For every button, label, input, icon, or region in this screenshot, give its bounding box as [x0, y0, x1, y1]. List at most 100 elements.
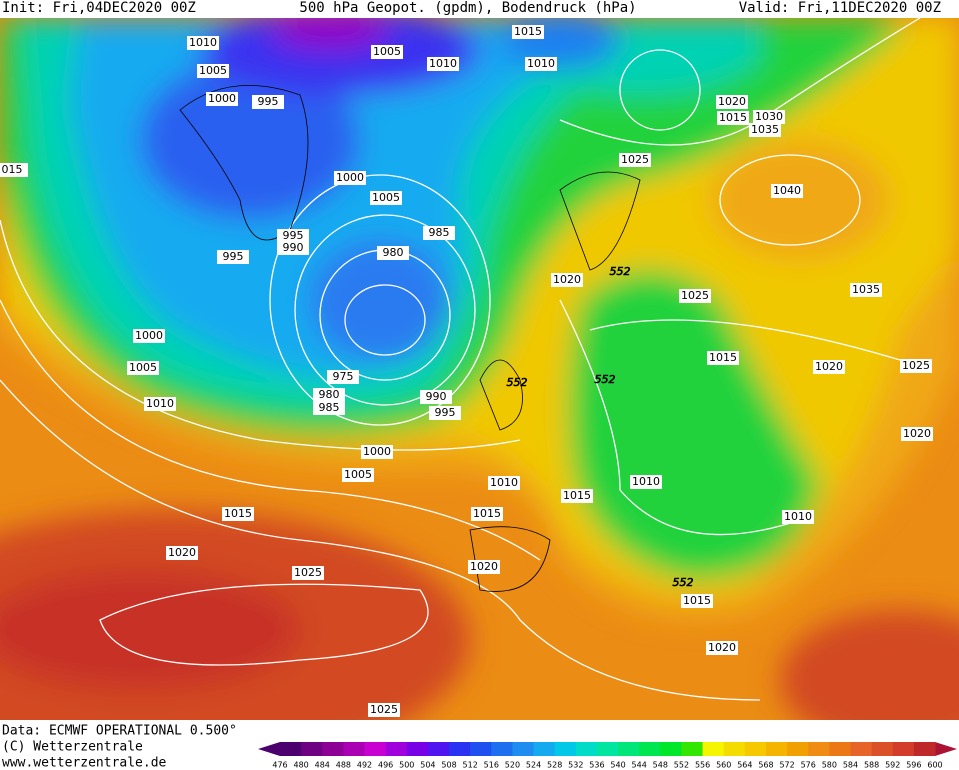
colorbar-cell [596, 742, 619, 756]
isobar-label-bg [427, 57, 459, 71]
isobar-label: 015 [2, 163, 23, 176]
isobar-label: 1010 [490, 476, 518, 489]
colorbar-label: 548 [653, 761, 668, 770]
colorbar-label: 504 [420, 761, 435, 770]
isobar-label: 1025 [294, 566, 322, 579]
isobar-label: 1025 [681, 289, 709, 302]
url: www.wetterzentrale.de [2, 756, 167, 770]
colorbar-label: 544 [632, 761, 647, 770]
isobar-label-bg [706, 641, 738, 655]
init-label: Init: Fri,04DEC2020 00Z [2, 0, 196, 16]
isobar-label-bg [901, 427, 933, 441]
isobar-label: 1025 [621, 153, 649, 166]
isobar-label-bg [753, 110, 785, 124]
isobar-label: 1000 [363, 445, 391, 458]
isobar-label: 1025 [902, 359, 930, 372]
data-source: Data: ECMWF OPERATIONAL 0.500° [2, 724, 237, 739]
colorbar-label: 480 [293, 761, 308, 770]
isobar-label: 995 [258, 95, 279, 108]
colorbar-cell [892, 742, 915, 756]
isobar-label-bg [313, 401, 345, 415]
isobar-label-bg [277, 229, 309, 243]
colorbar-label: 592 [885, 761, 900, 770]
colorbar-label: 600 [927, 761, 942, 770]
isobar-label: 1020 [553, 273, 581, 286]
isobar-label: 1015 [719, 111, 747, 124]
colorbar-label: 488 [336, 761, 351, 770]
isobar-label: 1005 [199, 64, 227, 77]
isobar-label-bg [166, 546, 198, 560]
isobar-label: 990 [426, 390, 447, 403]
isobar-label-bg [222, 507, 254, 521]
colorbar-cell [533, 742, 556, 756]
colorbar-cell [449, 742, 471, 756]
height-label: 552 [673, 576, 694, 589]
colorbar-label: 560 [716, 761, 731, 770]
isobar-label: 995 [435, 406, 456, 419]
colorbar-cell [723, 742, 746, 756]
isobar-label-bg [681, 594, 713, 608]
isobar-label-bg [368, 703, 400, 717]
colorbar-label: 484 [315, 761, 330, 770]
isobar-label-bg [313, 388, 345, 402]
isobar-label-bg [551, 273, 583, 287]
colorbar-cell [491, 742, 513, 756]
isobar-label-bg [206, 92, 238, 106]
colorbar-label: 552 [674, 761, 689, 770]
colorbar-cell [427, 742, 450, 756]
colorbar-label: 476 [272, 761, 287, 770]
colorbar-label: 528 [547, 761, 562, 770]
valid-label: Valid: Fri,11DEC2020 00Z [739, 0, 941, 16]
isobar-label-bg [900, 359, 932, 373]
colorbar-label: 492 [357, 761, 372, 770]
colorbar-cell [829, 742, 851, 756]
colorbar-label: 524 [526, 761, 541, 770]
isobar-label: 985 [319, 401, 340, 414]
isobar-label-bg [707, 351, 739, 365]
isobar-label-bg [468, 560, 500, 574]
colorbar-label: 564 [737, 761, 752, 770]
height-label: 552 [610, 265, 631, 278]
colorbar-cell [702, 742, 725, 756]
colorbar-cell [913, 742, 936, 756]
isobar-label-bg [561, 489, 593, 503]
isobar-label: 1030 [755, 110, 783, 123]
isobar-label: 1010 [189, 36, 217, 49]
colorbar-label: 508 [441, 761, 456, 770]
isobar-label: 1015 [224, 507, 252, 520]
colorbar-label: 500 [399, 761, 414, 770]
colorbar-cell [343, 742, 366, 756]
colorbar-cell [618, 742, 640, 756]
colorbar-label: 540 [610, 761, 625, 770]
isobar-label: 1035 [751, 123, 779, 136]
isobar-label: 1015 [473, 507, 501, 520]
colorbar-label: 520 [505, 761, 520, 770]
copyright: (C) Wetterzentrale [2, 740, 143, 755]
isobar-label-bg [512, 25, 544, 39]
isobar-label: 1015 [514, 25, 542, 38]
isobar-label: 1020 [708, 641, 736, 654]
colorbar-cell [322, 742, 344, 756]
colorbar-cell [639, 742, 661, 756]
isobar-label: 1005 [372, 191, 400, 204]
isobar-label-bg [197, 64, 229, 78]
colorbar-arrow-right [935, 742, 957, 756]
height-label: 552 [595, 373, 616, 386]
isobar-label: 1005 [344, 468, 372, 481]
colorbar-label: 556 [695, 761, 710, 770]
isobar-label: 990 [283, 241, 304, 254]
isobar-label: 1015 [709, 351, 737, 364]
colorbar-label: 512 [463, 761, 478, 770]
isobar-label: 1040 [773, 184, 801, 197]
colorbar-cell [406, 742, 429, 756]
isobar-label-bg [782, 510, 814, 524]
isobar-label: 1010 [146, 397, 174, 410]
colorbar-cell [385, 742, 408, 756]
isobar-label-bg [679, 289, 711, 303]
isobar-label: 1035 [852, 283, 880, 296]
isobar-label: 1000 [208, 92, 236, 105]
title: 500 hPa Geopot. (gpdm), Bodendruck (hPa) [299, 0, 636, 16]
colorbar-label: 568 [758, 761, 773, 770]
isobar-label: 995 [283, 229, 304, 242]
